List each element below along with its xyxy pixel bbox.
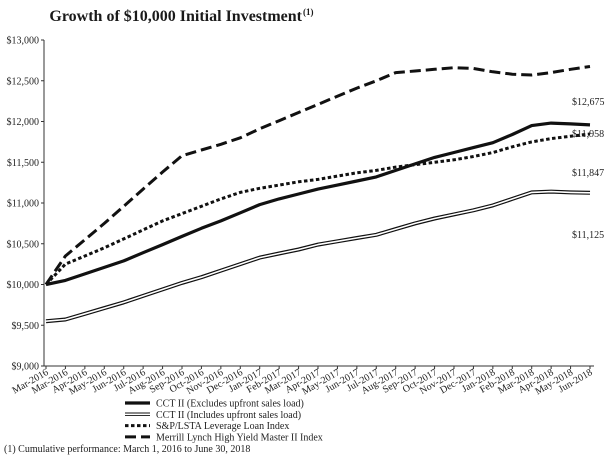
end-value-label: $11,125 <box>572 230 604 241</box>
y-tick-label: $11,000 <box>7 199 39 210</box>
y-tick-label: $11,500 <box>7 158 39 169</box>
series-line-dashed-3 <box>44 65 591 286</box>
y-tick-label: $9,500 <box>12 321 40 332</box>
legend-label: CCT II (Excludes upfront sales load) <box>156 399 304 410</box>
y-tick-label: $13,000 <box>7 36 40 47</box>
series-lines <box>44 65 591 324</box>
chart-title-superscript: (1) <box>303 7 314 17</box>
legend: CCT II (Excludes upfront sales load)CCT … <box>125 399 323 443</box>
chart-title: Growth of $10,000 Initial Investment <box>49 8 302 25</box>
legend-label: Merrill Lynch High Yield Master II Index <box>156 432 323 443</box>
y-tick-label: $12,500 <box>7 76 40 87</box>
y-tick-label: $10,000 <box>7 280 40 291</box>
y-axis-ticks: $9,000 $9,500 $10,000 $10,500 $11,000 $11,500… <box>7 36 44 373</box>
legend-label: S&P/LSTA Leverage Loan Index <box>156 421 289 432</box>
series-line-thick-solid-0 <box>45 121 591 287</box>
series-line-double-thin-1-inner <box>45 190 591 322</box>
x-axis-ticks: Mar-2016Mar-2016Apr-2016May-2016Jun-2016… <box>11 366 595 397</box>
end-value-label: $12,675 <box>572 97 605 108</box>
y-tick-label: $10,500 <box>7 239 40 250</box>
end-value-labels: $11,958 $11,847 $12,675 $11,125 <box>572 97 605 241</box>
end-value-label: $11,847 <box>572 168 604 179</box>
end-value-label: $11,958 <box>572 129 604 140</box>
y-tick-label: $12,000 <box>7 117 40 128</box>
series-line-dotted-2 <box>44 132 591 286</box>
legend-label: CCT II (Includes upfront sales load) <box>156 410 301 421</box>
y-tick-label: $9,000 <box>12 362 40 373</box>
footnote: (1) Cumulative performance: March 1, 201… <box>4 444 250 455</box>
